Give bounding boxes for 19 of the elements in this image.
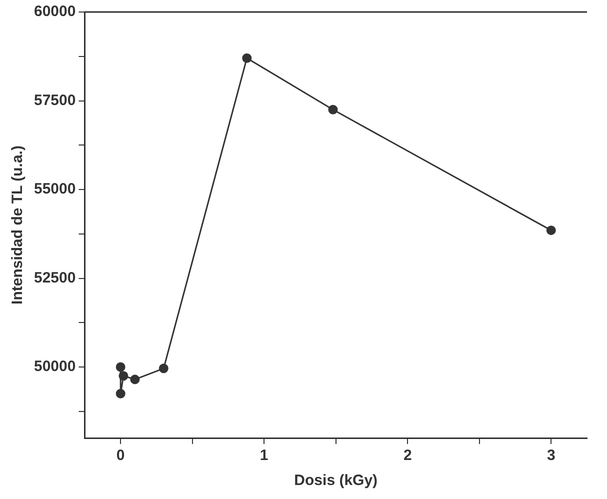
y-tick-label: 55000 [34,180,76,198]
y-tick-label: 57500 [34,92,76,109]
point [546,226,556,236]
x-tick-label: 0 [116,447,125,464]
point [158,364,168,374]
y-tick-label: 60000 [34,3,76,20]
y-tick-label: 52500 [34,269,76,286]
point [116,362,126,372]
point [116,388,126,398]
point [328,104,338,114]
point [118,371,128,381]
x-axis-title: Dosis (kGy) [294,472,378,490]
x-tick-label: 3 [546,447,556,464]
x-tick-label: 2 [403,447,412,464]
y-axis-title: Intensidad de TL (u.a.) [9,146,26,304]
point [130,374,140,384]
x-tick-label: 1 [260,447,268,464]
y-tick-label: 50000 [34,358,76,376]
point [242,53,252,63]
